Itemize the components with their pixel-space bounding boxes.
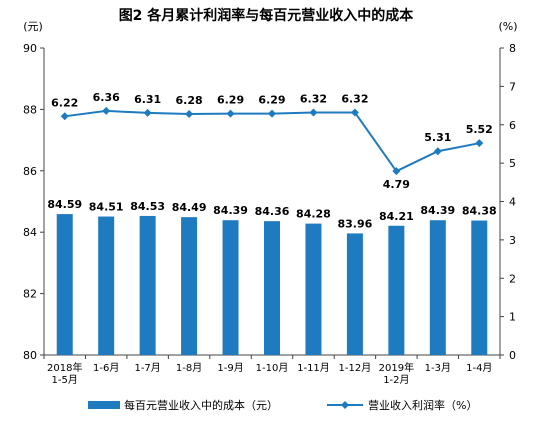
labels-layer: 84.59 84.51 84.53 84.49 84.39 84.36 84.28 83.96… (47, 91, 496, 230)
line-point (226, 109, 235, 118)
right-axis-tick-label: 5 (509, 157, 516, 170)
bar (139, 215, 156, 355)
left-axis-tick-label: 80 (23, 349, 37, 362)
bar (346, 233, 363, 355)
bar-value-label: 84.49 (172, 201, 207, 214)
x-axis-tick-label: 1-11月 (297, 362, 330, 374)
bar-value-label: 84.21 (379, 210, 414, 223)
line-point (60, 112, 69, 121)
left-axis-unit: (元) (23, 20, 43, 33)
line-value-label: 6.32 (300, 92, 327, 105)
line-value-label: 6.28 (176, 94, 203, 107)
legend-line-marker (341, 401, 349, 409)
legend: 每百元营业收入中的成本（元） 营业收入利润率（%） (88, 398, 477, 412)
x-axis-tick-label: 1-4月 (466, 362, 492, 374)
right-axis-tick-label: 3 (509, 234, 516, 247)
bar (264, 221, 280, 355)
line-point (185, 110, 194, 119)
x-axis-tick-label: 1-7月 (134, 362, 160, 374)
line-value-label: 6.29 (217, 94, 244, 107)
bar-value-label: 84.38 (462, 205, 497, 218)
line-point (102, 106, 111, 115)
right-axis-tick-label: 4 (509, 196, 516, 209)
line-point (268, 109, 276, 118)
line-point (392, 167, 401, 176)
left-axis-tick-label: 88 (23, 103, 37, 116)
line-value-label: 6.36 (93, 91, 120, 104)
right-axis-tick-label: 7 (509, 80, 516, 93)
axes-layer: 80 82 84 86 88 90 0 1 2 3 4 5 6 7 8 2018年 1-5月 1-6月 1-7月 1-… (23, 42, 516, 386)
x-axis-tick-label: 1-8月 (176, 362, 202, 374)
right-axis-tick-label: 0 (509, 349, 516, 362)
bar-value-label: 83.96 (338, 217, 373, 230)
line-layer (60, 106, 484, 176)
bar-value-label: 84.59 (47, 198, 82, 211)
left-axis-tick-label: 82 (23, 288, 37, 301)
left-axis-tick-label: 86 (23, 165, 37, 178)
bar (305, 223, 322, 355)
line-point (433, 147, 442, 156)
right-axis-unit: (%) (498, 20, 517, 33)
left-axis-tick-label: 90 (23, 42, 37, 55)
bar (471, 220, 488, 355)
x-axis-tick-label: 1-12月 (339, 362, 372, 374)
chart-title: 图2 各月累计利润率与每百元营业收入中的成本 (119, 7, 415, 24)
right-axis-tick-label: 1 (509, 311, 516, 324)
x-axis-tick-label: 1-9月 (217, 362, 243, 374)
line-value-label: 5.52 (466, 123, 493, 136)
legend-bar-label: 每百元营业收入中的成本（元） (124, 398, 278, 412)
line-point (350, 108, 359, 117)
line-value-label: 6.32 (341, 92, 368, 105)
right-axis-tick-label: 8 (509, 42, 516, 55)
line-point (309, 108, 318, 117)
x-axis-tick-label: 1-3月 (425, 362, 451, 374)
legend-line-label: 营业收入利润率（%） (368, 398, 477, 412)
bar-value-label: 84.36 (255, 205, 290, 218)
bar-value-label: 84.39 (420, 204, 455, 217)
bar (98, 216, 115, 355)
bar (429, 220, 446, 355)
line-value-label: 4.79 (383, 178, 410, 191)
x-axis-tick-label: 1-6月 (93, 362, 119, 374)
line-point (143, 108, 152, 117)
right-axis-tick-label: 6 (509, 119, 516, 132)
bar (388, 225, 405, 355)
line-value-label: 6.22 (51, 96, 78, 109)
bar (181, 217, 198, 355)
x-axis-tick-label: 2018年 1-5月 (47, 361, 82, 386)
left-axis-tick-label: 84 (23, 226, 37, 239)
line-value-label: 6.31 (134, 93, 161, 106)
bar-value-label: 84.39 (213, 204, 248, 217)
x-axis-tick-label: 2019年 1-2月 (379, 361, 414, 386)
bar-value-label: 84.53 (130, 200, 165, 213)
line-series-path (64, 109, 480, 173)
line-point (475, 139, 484, 148)
x-axis-tick-label: 1-10月 (256, 362, 289, 374)
line-value-label: 6.29 (258, 94, 285, 107)
bar-value-label: 84.28 (296, 208, 331, 221)
bars-layer (56, 214, 488, 355)
bar (222, 220, 239, 355)
bar (56, 214, 73, 355)
right-axis-tick-label: 2 (509, 272, 516, 285)
line-value-label: 5.31 (424, 131, 451, 144)
legend-bar-swatch (88, 401, 120, 409)
bar-value-label: 84.51 (89, 201, 124, 214)
